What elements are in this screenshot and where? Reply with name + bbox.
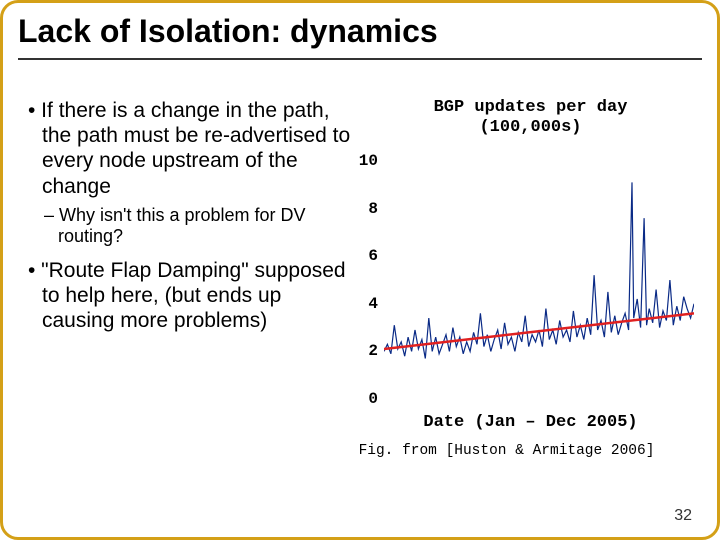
title-container: Lack of Isolation: dynamics bbox=[18, 13, 702, 60]
body-text: • If there is a change in the path, the … bbox=[28, 98, 358, 336]
y-axis-ticks: 0 2 4 6 8 10 bbox=[353, 161, 378, 399]
ytick-4: 4 bbox=[348, 295, 378, 313]
slide-title: Lack of Isolation: dynamics bbox=[18, 13, 702, 50]
ytick-2: 2 bbox=[348, 342, 378, 360]
chart-x-label: Date (Jan – Dec 2005) bbox=[358, 413, 703, 432]
chart-title-line1: BGP updates per day bbox=[434, 98, 628, 117]
chart-source: Fig. from [Huston & Armitage 2006] bbox=[300, 443, 713, 459]
ytick-6: 6 bbox=[348, 247, 378, 265]
sub-bullet-1: – Why isn't this a problem for DV routin… bbox=[28, 205, 358, 248]
chart-svg bbox=[384, 161, 694, 399]
chart-title: BGP updates per day (100,000s) bbox=[358, 98, 703, 137]
ytick-8: 8 bbox=[348, 200, 378, 218]
ytick-0: 0 bbox=[348, 390, 378, 408]
ytick-10: 10 bbox=[348, 152, 378, 170]
bullet-2: • "Route Flap Damping" supposed to help … bbox=[28, 258, 358, 334]
chart-plot-area bbox=[383, 161, 693, 399]
slide-container: Lack of Isolation: dynamics • If there i… bbox=[0, 0, 720, 540]
slide-number: 32 bbox=[674, 507, 692, 525]
bullet-1: • If there is a change in the path, the … bbox=[28, 98, 358, 199]
chart-region: BGP updates per day (100,000s) 0 2 4 6 8… bbox=[358, 98, 703, 428]
chart-title-line2: (100,000s) bbox=[479, 118, 581, 137]
